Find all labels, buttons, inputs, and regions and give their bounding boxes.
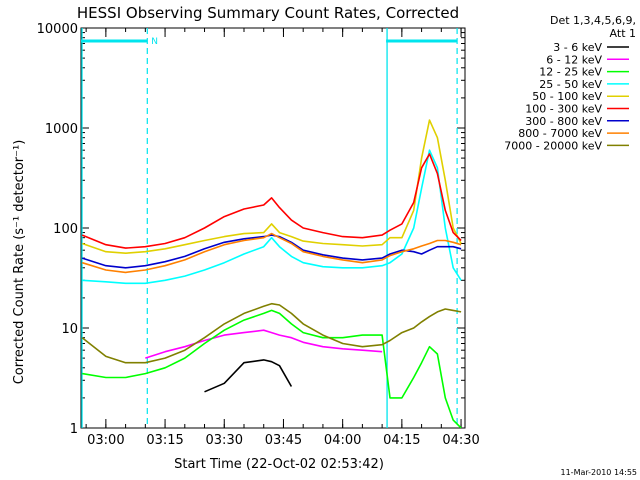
x-axis-label: Start Time (22-Oct-02 02:53:42): [174, 457, 384, 472]
series-line-5: [81, 119, 462, 254]
legend-label-4: 25 - 50 keV: [539, 78, 602, 91]
y-axis-label: Corrected Count Rate (s⁻¹ detector⁻¹): [12, 140, 27, 385]
legend-label-3: 12 - 25 keV: [539, 66, 602, 79]
legend-label-5: 50 - 100 keV: [532, 90, 602, 103]
legend-label-7: 300 - 800 keV: [525, 115, 602, 128]
night-marker: N: [151, 37, 158, 47]
series-line-4: [82, 149, 462, 285]
series-line-3: [82, 309, 462, 428]
x-tick-label: 03:45: [265, 433, 302, 448]
legend-label-6: 100 - 300 keV: [525, 103, 602, 116]
series-line-8: [81, 232, 462, 274]
footer-timestamp: 11-Mar-2010 14:55: [561, 468, 638, 477]
series-line-2: [145, 329, 383, 359]
x-tick-label: 03:00: [87, 433, 124, 448]
legend-label-2: 6 - 12 keV: [546, 53, 602, 66]
plot-frame: [80, 27, 466, 429]
legend-label-9: 7000 - 20000 keV: [504, 139, 602, 152]
x-tick-label: 04:30: [442, 433, 479, 448]
y-tick-label: 100: [53, 222, 78, 237]
series-line-9: [81, 302, 462, 364]
legend-header-line-1: Det 1,3,4,5,6,9,: [550, 14, 636, 27]
x-tick-label: 03:15: [146, 433, 183, 448]
x-tick-label: 04:00: [324, 433, 361, 448]
y-tick-label: 10: [61, 322, 78, 337]
legend-label-1: 3 - 6 keV: [553, 41, 602, 54]
series-line-1: [205, 360, 391, 417]
y-tick-label: 10000: [37, 22, 78, 37]
series-line-6: [81, 153, 462, 249]
y-tick-label: 1000: [45, 122, 78, 137]
x-tick-label: 03:30: [206, 433, 243, 448]
chart-title: HESSI Observing Summary Count Rates, Cor…: [77, 4, 459, 22]
plot-area: 1 10 100 1000 10000 03:00 03:15 03:30 03:45 04:00…: [37, 22, 480, 448]
x-tick-label: 04:15: [383, 433, 420, 448]
legend-label-8: 800 - 7000 keV: [518, 127, 602, 140]
legend-header-line-2: Att 1: [610, 27, 636, 40]
y-tick-label: 1: [70, 422, 78, 437]
series-line-7: [81, 234, 462, 269]
